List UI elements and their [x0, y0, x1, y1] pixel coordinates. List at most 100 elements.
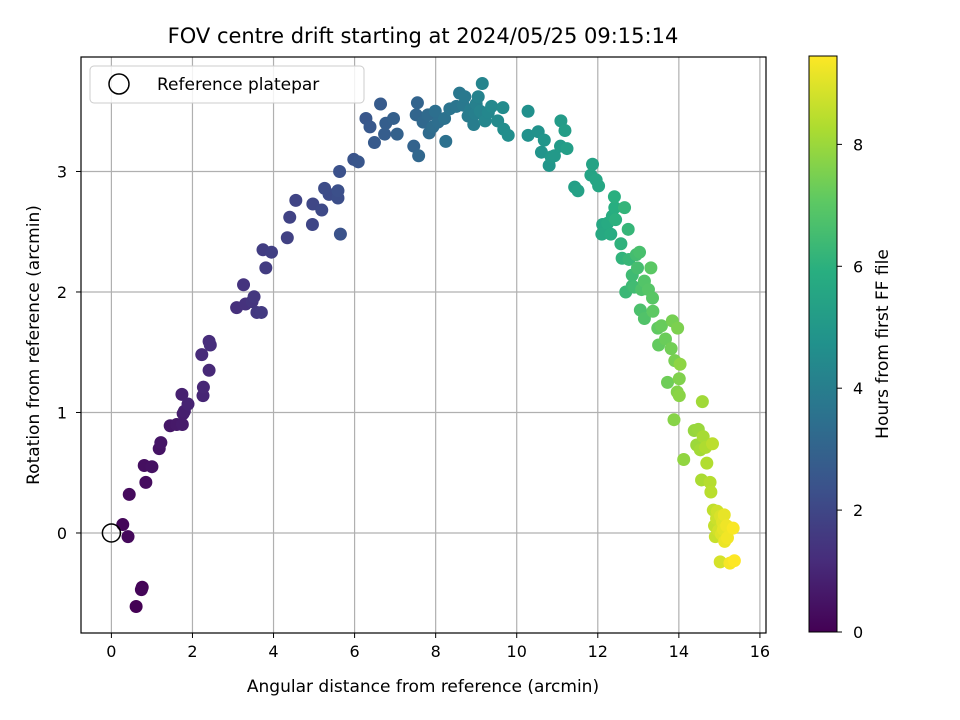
- reference-marker: [101, 523, 122, 543]
- scatter-point: [367, 136, 381, 150]
- scatter-point: [720, 531, 734, 545]
- scatter-point: [595, 227, 609, 241]
- scatter-point: [247, 290, 261, 304]
- legend: Reference platepar: [89, 65, 365, 104]
- x-axis-label: Angular distance from reference (arcmin): [247, 677, 599, 697]
- scatter-point: [254, 305, 268, 319]
- scatter-point: [331, 184, 345, 198]
- scatter-point: [374, 97, 388, 111]
- x-tick-label: 10: [507, 642, 527, 661]
- scatter-point: [604, 227, 618, 241]
- scatter-point: [196, 380, 210, 394]
- scatter-point: [265, 245, 279, 259]
- x-tick-label: 14: [669, 642, 689, 661]
- scatter-point: [283, 210, 297, 224]
- scatter-point: [521, 128, 535, 142]
- scatter-point: [586, 157, 600, 171]
- scatter-point: [608, 201, 622, 215]
- scatter-point: [333, 227, 347, 241]
- y-tick-label: 0: [57, 524, 67, 543]
- scatter-point: [458, 90, 472, 104]
- scatter-point: [560, 142, 574, 156]
- scatter-point: [671, 321, 685, 335]
- scatter-point: [428, 104, 442, 118]
- scatter-point: [695, 395, 709, 409]
- scatter-point: [485, 99, 499, 113]
- scatter-point: [390, 127, 404, 141]
- colorbar-tick-label: 8: [853, 135, 863, 154]
- scatter-point: [378, 127, 392, 141]
- scatter-point: [175, 418, 189, 432]
- scatter-point: [471, 90, 485, 104]
- scatter-point: [704, 485, 718, 499]
- scatter-point: [700, 456, 714, 470]
- y-axis-label: Rotation from reference (arcmin): [24, 205, 44, 485]
- scatter-point: [521, 104, 535, 118]
- scatter-point: [139, 475, 153, 489]
- legend-marker-icon: [108, 73, 130, 95]
- colorbar-tick-label: 4: [853, 379, 863, 398]
- scatter-point: [558, 124, 572, 138]
- y-tick-label: 1: [57, 403, 67, 422]
- scatter-point: [407, 139, 421, 153]
- colorbar: [809, 56, 837, 632]
- scatter-point: [696, 430, 710, 444]
- scatter-point: [592, 179, 606, 193]
- scatter-point: [363, 120, 377, 134]
- scatter-point: [438, 111, 452, 125]
- plot-frame: [80, 56, 767, 634]
- scatter-point: [717, 508, 731, 522]
- scatter-point: [672, 372, 686, 386]
- scatter-point: [607, 190, 621, 204]
- scatter-point: [237, 278, 251, 292]
- colorbar-tick-label: 0: [853, 623, 863, 642]
- scatter-point: [305, 217, 319, 231]
- scatter-point: [537, 133, 551, 147]
- scatter-point: [727, 554, 741, 568]
- x-tick-label: 0: [106, 642, 116, 661]
- scatter-point: [121, 530, 135, 544]
- x-tick-label: 4: [268, 642, 278, 661]
- scatter-point: [410, 96, 424, 110]
- scatter-point: [534, 145, 548, 159]
- scatter-point: [387, 111, 401, 125]
- grid: [81, 57, 766, 633]
- scatter-point: [501, 128, 515, 142]
- legend-label: Reference platepar: [157, 75, 319, 95]
- scatter-point: [713, 555, 727, 569]
- colorbar-label: Hours from first FF file: [873, 249, 893, 439]
- scatter-point: [646, 291, 660, 305]
- scatter-point: [609, 213, 623, 227]
- scatter-point: [351, 155, 365, 169]
- scatter-point: [202, 363, 216, 377]
- scatter-point: [672, 389, 686, 403]
- x-tick-label: 8: [431, 642, 441, 661]
- scatter-point: [195, 348, 209, 362]
- scatter-point: [289, 193, 303, 207]
- scatter-point: [633, 245, 647, 259]
- scatter-point: [664, 342, 678, 356]
- chart-title: FOV centre drift starting at 2024/05/25 …: [168, 24, 679, 48]
- y-axis-ticks: 0 1 2 3: [57, 162, 81, 543]
- scatter-points: [116, 77, 741, 613]
- scatter-point: [673, 357, 687, 371]
- scatter-point: [116, 518, 130, 532]
- y-tick-label: 3: [57, 162, 67, 181]
- x-axis-ticks: 0 2 4 6 8 10 12 14 16: [106, 633, 770, 661]
- scatter-point: [661, 375, 675, 389]
- colorbar-tick-label: 2: [853, 501, 863, 520]
- scatter-point: [644, 261, 658, 275]
- scatter-point: [134, 583, 148, 597]
- scatter-point: [175, 387, 189, 401]
- x-tick-label: 12: [588, 642, 608, 661]
- scatter-point: [705, 437, 719, 451]
- scatter-point: [547, 149, 561, 163]
- scatter-point: [467, 117, 481, 131]
- x-tick-label: 2: [187, 642, 197, 661]
- x-tick-label: 16: [750, 642, 770, 661]
- scatter-point: [122, 487, 136, 501]
- scatter-point: [259, 261, 273, 275]
- scatter-point: [145, 460, 159, 474]
- scatter-point: [318, 181, 332, 195]
